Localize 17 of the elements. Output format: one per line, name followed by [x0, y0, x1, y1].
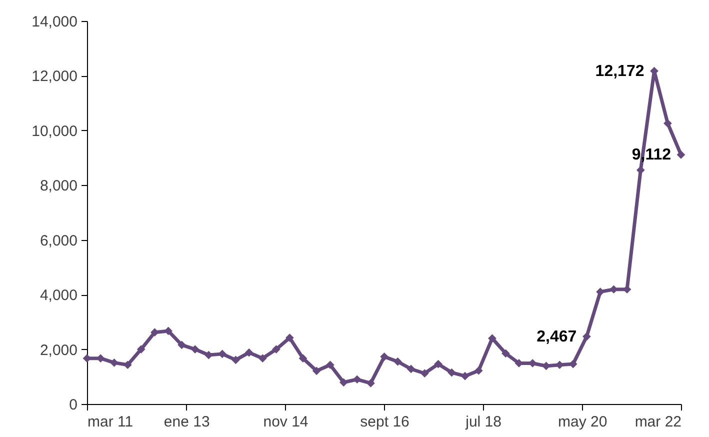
x-tick-label: nov 14: [263, 414, 308, 430]
x-tick-label: sept 16: [360, 414, 410, 430]
y-tick-label: 12,000: [32, 68, 78, 86]
x-tick-label: mar 11: [88, 414, 134, 430]
y-tick-label: 4,000: [40, 287, 78, 304]
y-tick-label: 14,000: [32, 14, 78, 30]
data-label: 2,467: [536, 328, 577, 346]
x-tick-label: mar 22: [634, 414, 682, 430]
y-tick-label: 10,000: [32, 122, 78, 140]
x-tick-label: ene 13: [164, 414, 210, 430]
y-tick-label: 6,000: [40, 232, 78, 250]
y-tick-label: 2,000: [40, 342, 78, 359]
y-tick-label: 8,000: [40, 178, 78, 195]
data-label: 12,172: [595, 63, 644, 80]
y-tick-label: 0: [69, 396, 78, 414]
x-tick-label: may 20: [558, 414, 608, 430]
x-tick-label: jul 18: [464, 414, 502, 430]
